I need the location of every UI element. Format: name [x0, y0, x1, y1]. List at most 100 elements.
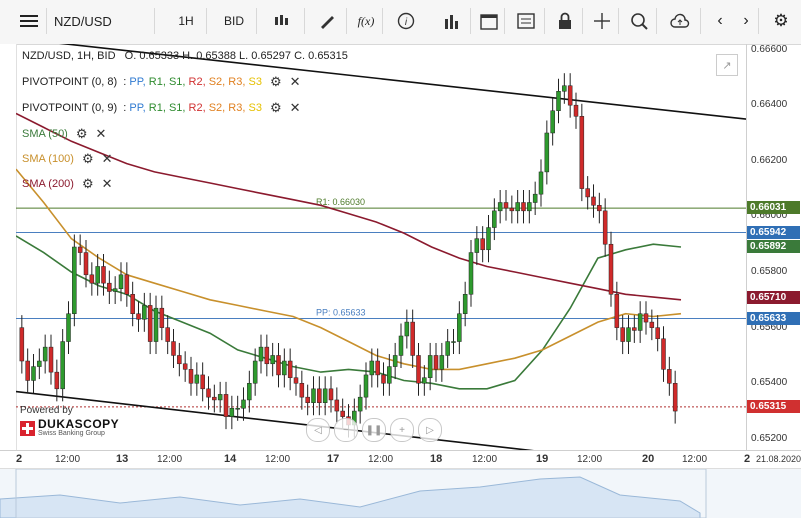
svg-text:i: i	[405, 17, 408, 28]
candle-body	[118, 274, 124, 289]
price-tick: 0.65400	[751, 377, 788, 389]
upper-channel-line	[59, 44, 746, 120]
candle-body	[48, 346, 54, 373]
timeframe-selector[interactable]: 1H	[166, 8, 207, 34]
time-tick: 12:00	[157, 454, 183, 465]
candle-body	[497, 202, 503, 212]
zoom-icon[interactable]	[622, 8, 657, 34]
candle-body	[375, 360, 380, 376]
gear-icon[interactable]: ⚙	[81, 151, 94, 166]
crosshair-icon[interactable]	[586, 8, 619, 34]
pivot-level-label: R2,	[188, 102, 209, 114]
price-tick: 0.66000	[751, 210, 788, 222]
candle-body	[649, 321, 655, 328]
bars-icon[interactable]	[434, 8, 471, 34]
candle-body	[31, 366, 36, 381]
pivot-level-label: R1,	[148, 102, 169, 114]
settings-icon[interactable]: ⚙	[773, 11, 789, 30]
indicator-name: PIVOTPOINT (0, 9)	[22, 102, 118, 114]
navigator[interactable]	[0, 468, 801, 519]
candle-body	[427, 355, 433, 378]
candle-body	[247, 383, 252, 401]
indicator-legend[interactable]: SMA (200) ⚙ ✕	[22, 176, 113, 192]
indicator-legend[interactable]: SMA (50) ⚙ ✕	[22, 126, 106, 142]
close-icon[interactable]: ✕	[101, 151, 113, 166]
navigator-svg	[0, 468, 707, 519]
candle-body	[585, 188, 590, 198]
gear-icon[interactable]: ⚙	[81, 176, 94, 191]
symbol-selector[interactable]: NZD/USD	[50, 8, 155, 34]
candle-body	[340, 410, 345, 417]
candle-body	[241, 399, 246, 409]
candle-body	[229, 408, 235, 417]
price-tag: 0.65633	[747, 311, 800, 325]
pivot-level-label: R1,	[148, 76, 169, 88]
candle-body	[177, 355, 182, 365]
scroll-right-icon[interactable]: ▷	[418, 418, 442, 442]
function-icon[interactable]: f(x)	[350, 8, 383, 34]
candle-body	[550, 110, 555, 134]
next-icon[interactable]: ›	[734, 8, 759, 34]
expand-icon[interactable]: ↗	[716, 54, 738, 76]
pivot-level-label: PP,	[129, 76, 149, 88]
candle-body	[217, 394, 223, 401]
price-type-selector[interactable]: BID	[212, 8, 257, 34]
candle-body	[544, 132, 550, 173]
chart-area[interactable]: R1: 0.66030 PP: 0.65633	[16, 44, 746, 450]
candle-body	[311, 388, 316, 403]
candle-body	[451, 341, 456, 343]
candle-body	[37, 360, 42, 367]
prev-icon[interactable]: ‹	[717, 12, 723, 29]
time-tick: 17	[327, 453, 340, 465]
time-tick: 12:00	[472, 454, 498, 465]
price-tag: 0.65942	[747, 226, 800, 240]
price-axis[interactable]: 0.65200 0.65400 0.65600 0.65800 0.66000 0.662…	[746, 44, 801, 450]
close-icon[interactable]: ✕	[101, 176, 113, 191]
close-icon[interactable]: ✕	[95, 126, 107, 141]
candles-icon[interactable]	[260, 8, 305, 34]
zoom-out-icon[interactable]: −	[334, 418, 358, 442]
candle-body	[392, 355, 398, 367]
calendar-icon[interactable]	[474, 8, 505, 34]
pause-icon[interactable]: ❚❚	[362, 418, 386, 442]
scroll-left-icon[interactable]: ◁	[306, 418, 330, 442]
indicator-legend[interactable]: SMA (100) ⚙ ✕	[22, 151, 113, 167]
time-tick: 18	[430, 453, 443, 465]
indicator-name: SMA (50)	[22, 128, 68, 140]
gear-icon[interactable]: ⚙	[269, 74, 282, 89]
candle-body	[270, 355, 275, 365]
candle-body	[614, 294, 620, 328]
candle-body	[54, 371, 60, 390]
layout-icon[interactable]	[508, 8, 545, 34]
candle-body	[130, 294, 135, 314]
candle-body	[515, 202, 520, 212]
close-icon[interactable]: ✕	[289, 74, 301, 89]
info-icon[interactable]: i	[392, 8, 420, 34]
pivot-level-label: S2,	[208, 102, 229, 114]
candle-body	[124, 274, 130, 295]
candle-body	[480, 238, 485, 251]
gear-icon[interactable]: ⚙	[269, 100, 282, 115]
lock-icon[interactable]	[548, 8, 583, 34]
candle-body	[200, 374, 205, 390]
pivot-level-label: S1,	[168, 76, 189, 88]
close-icon[interactable]: ✕	[289, 100, 301, 115]
indicator-legend[interactable]: PIVOTPOINT (0, 9) : PP, R1, S1, R2, S2, …	[22, 100, 301, 116]
candle-body	[19, 327, 25, 362]
menu-icon[interactable]	[12, 8, 47, 34]
candle-body	[381, 374, 386, 384]
candle-body	[66, 313, 71, 342]
candle-body	[602, 210, 608, 245]
pivot-level-label: R3,	[228, 102, 249, 114]
zoom-in-icon[interactable]: +	[390, 418, 414, 442]
candle-body	[667, 369, 672, 384]
candle-body	[567, 85, 573, 106]
price-tag: 0.65315	[747, 400, 800, 414]
candle-body	[77, 246, 83, 253]
candle-body	[637, 313, 643, 331]
draw-icon[interactable]	[308, 8, 347, 34]
candle-body	[410, 321, 415, 356]
gear-icon[interactable]: ⚙	[75, 126, 88, 141]
upload-icon[interactable]	[660, 8, 701, 34]
indicator-legend[interactable]: PIVOTPOINT (0, 8) : PP, R1, S1, R2, S2, …	[22, 74, 301, 90]
